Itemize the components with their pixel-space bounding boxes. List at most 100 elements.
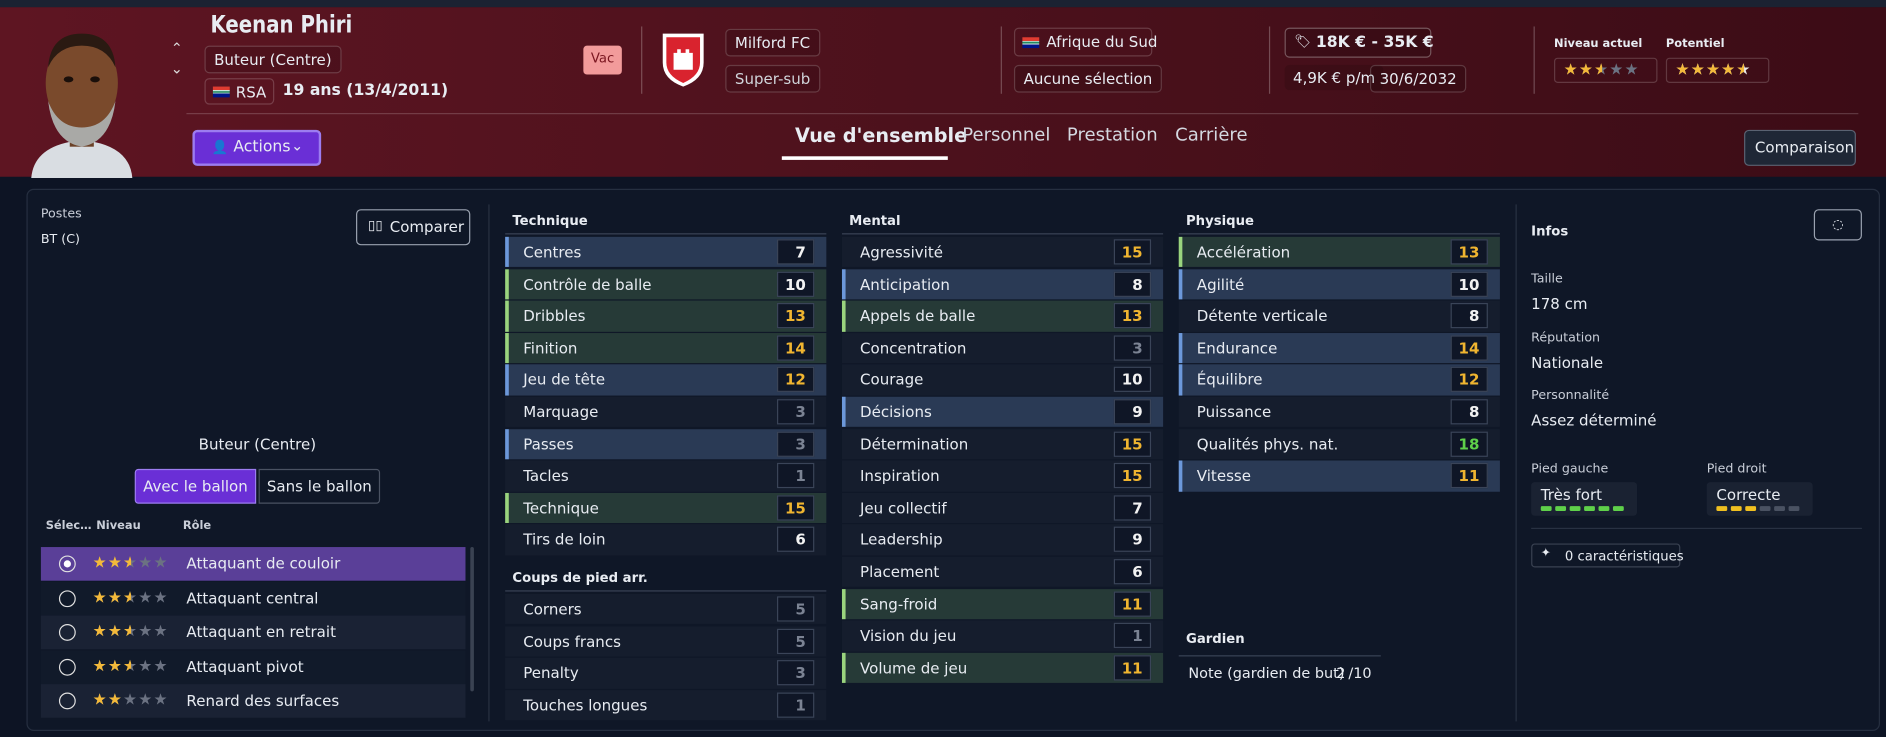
attribute-name: Agilité bbox=[1196, 274, 1245, 293]
chevron-down[interactable]: ⌄ bbox=[170, 60, 183, 77]
attribute-value: 7 bbox=[1113, 495, 1152, 521]
status-badge: Vac bbox=[583, 45, 622, 75]
info-value: 178 cm bbox=[1531, 294, 1588, 313]
attribute-value: 10 bbox=[1113, 367, 1152, 393]
attribute-name: Volume de jeu bbox=[860, 658, 968, 677]
attribute-name: Placement bbox=[860, 562, 940, 581]
attribute-value: 8 bbox=[1113, 271, 1152, 297]
section-title: Physique bbox=[1185, 212, 1254, 229]
attribute-row: Accélération 13 bbox=[1178, 236, 1500, 268]
role-name: Attaquant en retrait bbox=[186, 622, 336, 641]
attribute-name: Contrôle de balle bbox=[523, 274, 652, 293]
role-row[interactable]: ★★★★★★★★★★ Attaquant pivot bbox=[40, 649, 466, 684]
caret: ⌄ bbox=[291, 137, 304, 154]
attribute-row: Passes 3 bbox=[505, 428, 827, 460]
potential-label: Potentiel bbox=[1665, 37, 1725, 51]
age: 19 ans (13/4/2011) bbox=[282, 81, 449, 100]
tab[interactable]: Carrière bbox=[1175, 123, 1248, 146]
role-row[interactable]: ★★★★★★★★★★ Attaquant de couloir bbox=[40, 547, 466, 581]
star-rating: ★★★★★★★★★★ bbox=[1675, 61, 1752, 80]
role-position: Buteur (Centre) bbox=[198, 435, 317, 454]
foot-segment bbox=[1716, 506, 1728, 511]
foot-segment bbox=[1730, 506, 1742, 511]
attribute-value: 18 bbox=[1450, 431, 1488, 457]
toggle-without-ball[interactable]: Sans le ballon bbox=[258, 468, 381, 504]
divider bbox=[641, 26, 643, 94]
foot-segment bbox=[1788, 506, 1800, 511]
attribute-name: Finition bbox=[523, 338, 578, 357]
divider bbox=[1515, 204, 1517, 722]
radio bbox=[58, 623, 76, 641]
attribute-name: Endurance bbox=[1196, 338, 1278, 357]
star-fill: ★★★★★ bbox=[92, 657, 131, 676]
attribute-value: 14 bbox=[777, 335, 815, 361]
compare-positions-button[interactable]: ▯▯ Comparer bbox=[356, 209, 471, 246]
infos-button[interactable]: ◌ bbox=[1813, 209, 1862, 241]
foot-level bbox=[1716, 506, 1806, 511]
goalkeeper-value: 2 bbox=[1336, 664, 1346, 682]
attribute-row: Jeu de tête 12 bbox=[505, 364, 827, 396]
column-header: Niveau bbox=[96, 519, 141, 533]
star-fill: ★★★★★ bbox=[92, 554, 131, 573]
goalkeeper-scale: /10 bbox=[1348, 664, 1372, 682]
attribute-row: Coups francs 5 bbox=[505, 625, 827, 657]
radio bbox=[58, 658, 76, 676]
attribute-row: Anticipation 8 bbox=[841, 268, 1164, 300]
attribute-name: Tacles bbox=[523, 466, 569, 485]
attribute-row: Équilibre 12 bbox=[1178, 364, 1500, 396]
attribute-name: Décisions bbox=[860, 402, 932, 421]
attribute-value: 11 bbox=[1113, 655, 1152, 681]
compare-button[interactable]: Comparaison bbox=[1744, 129, 1856, 166]
role-row[interactable]: ★★★★★★★★★★ Attaquant central bbox=[40, 581, 466, 615]
attribute-row: Appels de balle 13 bbox=[841, 300, 1164, 332]
attribute-value: 10 bbox=[1450, 271, 1488, 297]
attribute-value: 5 bbox=[777, 628, 815, 654]
infos-rule bbox=[1531, 527, 1862, 530]
attribute-value: 8 bbox=[1450, 303, 1488, 329]
attribute-name: Vision du jeu bbox=[860, 626, 957, 645]
international-pill: Aucune sélection bbox=[1013, 64, 1162, 93]
role-name: Attaquant de couloir bbox=[186, 554, 341, 573]
nationality-code: RSA bbox=[235, 82, 267, 101]
tab[interactable]: Prestation bbox=[1066, 123, 1158, 146]
goalkeeper-label: Note (gardien de but) bbox=[1188, 664, 1345, 682]
flag bbox=[1022, 37, 1040, 49]
star-rating: ★★★★★★★★★★ bbox=[92, 588, 169, 607]
star-fill: ★★★★★ bbox=[92, 622, 131, 641]
attribute-row: Décisions 9 bbox=[841, 396, 1164, 428]
role-row[interactable]: ★★★★★★★★★★ Attaquant en retrait bbox=[40, 615, 466, 650]
attribute-value: 9 bbox=[1113, 527, 1152, 553]
attribute-row: Technique 15 bbox=[505, 492, 827, 524]
info-label: Personnalité bbox=[1531, 388, 1610, 403]
foot-label: Pied droit bbox=[1706, 461, 1767, 477]
radio-dot bbox=[63, 559, 71, 567]
sparkle-icon: ✦ bbox=[1540, 547, 1551, 561]
tab[interactable]: Vue d'ensemble bbox=[795, 123, 968, 147]
tab[interactable]: Personnel bbox=[962, 123, 1051, 146]
foot-segment bbox=[1555, 506, 1567, 511]
role-name: Attaquant central bbox=[186, 588, 319, 607]
attribute-value: 11 bbox=[1450, 463, 1488, 489]
foot-segment bbox=[1759, 506, 1771, 511]
chevron-up[interactable]: ⌃ bbox=[170, 39, 183, 57]
squad-role-pill: Super-sub bbox=[725, 64, 820, 93]
country-pill: Afrique du Sud bbox=[1013, 27, 1157, 57]
attribute-row: Contrôle de balle 10 bbox=[505, 268, 827, 300]
role-row[interactable]: ★★★★★★★★★★ Renard des surfaces bbox=[40, 684, 466, 718]
attribute-value: 15 bbox=[1113, 431, 1152, 457]
attribute-row: Agilité 10 bbox=[1178, 268, 1500, 300]
section-rule bbox=[841, 233, 1164, 235]
traits-pill[interactable]: ✦ 0 caractéristiques bbox=[1531, 543, 1684, 568]
actions-button[interactable]: 👤 Actions ⌄ bbox=[192, 129, 322, 166]
tag-icon: 🏷 bbox=[1294, 33, 1312, 50]
compare-label: Comparaison bbox=[1754, 138, 1855, 157]
value-range: 18K € - 35K € bbox=[1315, 33, 1434, 52]
role-name: Renard des surfaces bbox=[186, 691, 340, 710]
attribute-value: 15 bbox=[777, 495, 815, 521]
attribute-name: Détente verticale bbox=[1196, 306, 1328, 325]
attribute-name: Leadership bbox=[860, 530, 943, 549]
toggle-with-ball[interactable]: Avec le ballon bbox=[134, 468, 257, 504]
attribute-name: Concentration bbox=[860, 338, 967, 357]
foot-segment bbox=[1745, 506, 1757, 511]
foot-value: Correcte bbox=[1716, 485, 1781, 504]
